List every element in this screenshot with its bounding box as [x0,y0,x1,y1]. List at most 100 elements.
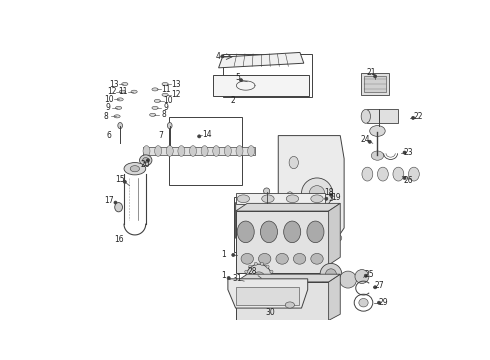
Ellipse shape [118,122,122,129]
Text: 1: 1 [221,271,226,280]
Ellipse shape [377,301,381,304]
Ellipse shape [166,145,173,156]
Ellipse shape [270,270,273,273]
Text: 4: 4 [216,52,220,61]
Ellipse shape [247,145,255,156]
Text: 19: 19 [332,193,341,202]
Ellipse shape [361,109,370,123]
Ellipse shape [162,82,168,86]
Text: 8: 8 [161,110,166,119]
Text: 9: 9 [164,103,168,112]
Ellipse shape [122,82,128,86]
Text: 1: 1 [221,251,226,260]
Ellipse shape [311,253,323,264]
Text: 12: 12 [171,90,181,99]
Ellipse shape [289,237,295,243]
Ellipse shape [249,210,261,226]
Bar [143,147,255,155]
Ellipse shape [236,145,243,156]
Ellipse shape [294,253,306,264]
Ellipse shape [115,203,122,212]
Ellipse shape [197,135,201,138]
Ellipse shape [264,210,276,226]
Ellipse shape [254,262,257,265]
Ellipse shape [325,269,336,280]
Ellipse shape [359,298,368,307]
Text: 11: 11 [119,87,128,96]
Text: 16: 16 [115,235,124,244]
Polygon shape [329,274,340,320]
Text: 11: 11 [161,85,171,94]
Ellipse shape [329,193,333,197]
Ellipse shape [409,167,419,181]
Text: 17: 17 [104,196,114,205]
Ellipse shape [260,262,264,265]
Ellipse shape [266,288,269,291]
Ellipse shape [227,276,230,280]
Ellipse shape [276,253,288,264]
Text: 28: 28 [248,267,257,276]
Ellipse shape [240,279,243,282]
Ellipse shape [114,201,117,204]
Bar [368,109,398,122]
Ellipse shape [168,122,172,129]
Ellipse shape [309,234,317,245]
Ellipse shape [143,158,149,163]
Ellipse shape [131,90,137,93]
Ellipse shape [289,156,298,169]
Polygon shape [278,136,344,251]
Ellipse shape [368,140,371,143]
Text: 21: 21 [367,68,376,77]
Text: 10: 10 [104,95,114,104]
Polygon shape [329,203,340,265]
Ellipse shape [237,221,254,243]
Ellipse shape [116,106,122,109]
Text: 26: 26 [404,176,413,185]
Text: 9: 9 [105,103,110,112]
Ellipse shape [403,151,406,154]
Ellipse shape [124,163,146,175]
Ellipse shape [114,115,120,118]
Bar [213,75,309,96]
Ellipse shape [253,272,265,284]
Ellipse shape [254,291,257,294]
Text: 27: 27 [374,281,384,290]
Ellipse shape [244,276,246,280]
Ellipse shape [309,186,325,201]
Bar [236,282,329,320]
Ellipse shape [286,192,294,203]
Text: 10: 10 [163,96,173,105]
Ellipse shape [117,98,123,101]
Ellipse shape [373,75,377,78]
Text: 24: 24 [360,135,370,144]
Text: 15: 15 [115,175,125,184]
Ellipse shape [259,253,271,264]
Ellipse shape [241,253,253,264]
Text: 22: 22 [413,112,422,121]
Ellipse shape [224,145,231,156]
Ellipse shape [270,283,273,286]
Polygon shape [236,203,321,246]
Ellipse shape [320,264,342,285]
Text: 14: 14 [202,130,212,139]
Ellipse shape [311,195,323,203]
Ellipse shape [271,276,274,280]
Ellipse shape [301,178,333,209]
Ellipse shape [120,90,125,93]
Text: 30: 30 [266,308,275,317]
Ellipse shape [245,283,248,286]
Text: 13: 13 [171,80,181,89]
Text: 8: 8 [104,112,109,121]
Ellipse shape [248,288,252,291]
Ellipse shape [307,221,324,243]
Ellipse shape [290,220,301,228]
Ellipse shape [130,166,140,172]
Ellipse shape [393,167,404,181]
Text: 25: 25 [365,270,374,279]
Bar [364,76,386,92]
Ellipse shape [355,270,369,283]
Text: 3: 3 [328,194,333,203]
Text: 13: 13 [109,80,119,89]
Text: 12: 12 [107,87,117,96]
Ellipse shape [403,176,406,180]
